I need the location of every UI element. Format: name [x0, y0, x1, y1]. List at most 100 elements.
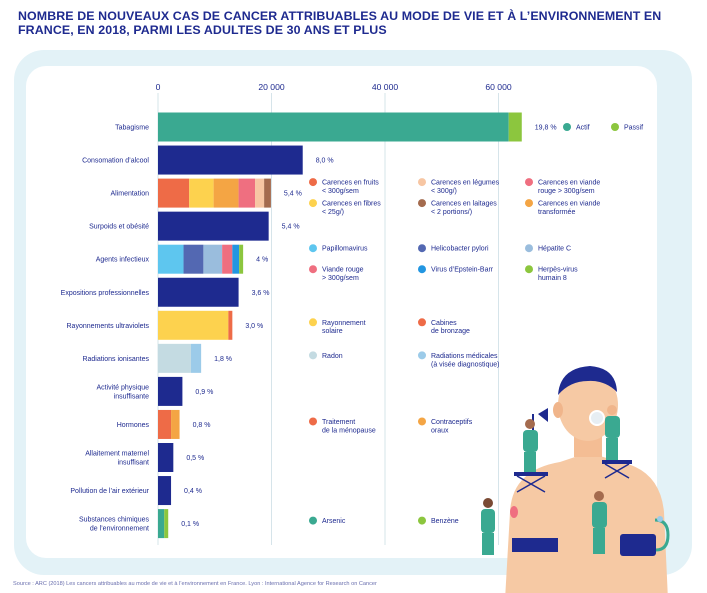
percent-label: 0,5 %: [186, 455, 204, 462]
doctor-2-legs: [606, 438, 618, 460]
legend-swatch: [418, 244, 426, 253]
legend-swatch: [309, 265, 317, 274]
legend-label: Radiations médicales (à visée diagnostiqu…: [431, 353, 500, 368]
legend-swatch: [418, 178, 426, 187]
platform-left: [514, 472, 548, 476]
stethoscope-head: [657, 516, 663, 522]
percent-label: 5,4 %: [284, 191, 302, 198]
legend-swatch: [418, 318, 426, 327]
bar-segment: [189, 178, 214, 208]
doctor-1-legs: [524, 452, 536, 472]
patient-box: [620, 534, 656, 556]
legend-swatch: [525, 265, 533, 274]
patient-shorts: [512, 538, 558, 552]
bar-segment: [255, 178, 265, 208]
bar-segment: [158, 476, 172, 506]
legend-label: Carences en viande rouge > 300g/sem: [538, 180, 600, 195]
legend-label: Cabines de bronzage: [431, 320, 470, 335]
platform-right-leg: [604, 463, 630, 479]
bar-segment: [158, 145, 303, 175]
bar-segment: [183, 244, 204, 274]
source-note: Source : ARC (2018) Les cancers attribua…: [13, 581, 377, 587]
category-label: Agents infectieux: [96, 257, 150, 264]
bar-segment: [203, 244, 223, 274]
chart-title: NOMBRE DE NOUVEAUX CAS DE CANCER ATTRIBU…: [18, 9, 662, 37]
legend-swatch: [309, 318, 317, 327]
bar-segment: [158, 244, 184, 274]
legends: Actif Passif Carences en fruits < 300g/sem C…: [309, 123, 643, 525]
category-label: Activité physique insuffisante: [96, 385, 149, 401]
doctors-illustration: [481, 366, 670, 593]
doctor-1-head: [525, 419, 535, 429]
x-axis-ticks: 0 20 000 40 000 60 000: [156, 82, 512, 92]
percent-label: 3,6 %: [252, 290, 270, 297]
percent-label: 0,8 %: [193, 422, 211, 429]
doctor-2-head: [607, 405, 617, 415]
legend-label: Actif: [576, 125, 590, 132]
percent-label: 8,0 %: [316, 158, 334, 165]
doctor-3-head: [483, 498, 493, 508]
patient-hair: [558, 366, 617, 395]
bars: [158, 112, 522, 539]
bar-segment: [158, 343, 191, 373]
bar-segment: [164, 509, 169, 539]
bar-segment: [222, 244, 233, 274]
x-tick-label: 20 000: [258, 82, 285, 92]
legend-label: Carences en laitages < 2 portions/): [431, 201, 497, 216]
bar-segment: [190, 343, 202, 373]
legend-swatch: [418, 199, 426, 208]
doctor-1-body: [523, 430, 538, 452]
bar-segment: [158, 277, 239, 307]
legend-label: Carences en fibres < 25g/): [322, 201, 381, 216]
patient-ear: [553, 402, 563, 418]
platform-left-leg: [516, 475, 546, 493]
platform-right: [602, 460, 632, 464]
bar-segment: [158, 509, 165, 539]
legend-label: Helicobacter pylori: [431, 246, 489, 253]
legend-label: Carences en fruits < 300g/sem: [322, 180, 379, 195]
doctor-3-legs: [482, 533, 494, 555]
category-label: Rayonnements ultraviolets: [67, 323, 150, 330]
legend-label: Carences en viande transformée: [538, 201, 600, 216]
bar-segment: [158, 409, 172, 439]
legend-swatch: [525, 199, 533, 208]
category-labels: Tabagisme Consomation d’alcool Alimentatio…: [61, 125, 150, 533]
bar-segment: [232, 244, 240, 274]
percent-label: 3,0 %: [245, 323, 263, 330]
category-label: Expositions professionnelles: [61, 290, 150, 297]
doctor-4-legs: [593, 528, 605, 554]
legend-label: Rayonnement solaire: [322, 320, 366, 335]
legend-swatch: [418, 417, 426, 426]
legend-swatch: [309, 244, 317, 253]
legend-label: Radon: [322, 353, 343, 360]
category-label: Hormones: [117, 422, 150, 429]
legend-label: Papillomavirus: [322, 246, 368, 253]
bar-segment: [264, 178, 271, 208]
percent-label: 0,1 %: [181, 521, 199, 528]
legend-swatch: [611, 123, 619, 131]
legend-swatch: [563, 123, 571, 131]
category-label: Tabagisme: [115, 125, 149, 132]
x-tick-label: 40 000: [372, 82, 399, 92]
percent-labels: 19,8 % 8,0 % 5,4 % 5,4 % 4 % 3,6 % 3,0 % 1,8 % 0…: [181, 125, 556, 529]
legend-label: Carences en légumes < 300g/): [431, 180, 500, 195]
legend-swatch: [418, 265, 426, 274]
legend-label: Arsenic: [322, 518, 346, 525]
percent-label: 19,8 %: [535, 125, 557, 132]
category-label: Radiations ionisantes: [82, 356, 149, 363]
legend-swatch: [309, 199, 317, 208]
percent-label: 1,8 %: [214, 356, 232, 363]
bar-segment: [158, 211, 269, 241]
bar-segment: [238, 178, 256, 208]
legend-swatch: [418, 351, 426, 360]
bar-segment: [239, 244, 244, 274]
legend-label: Benzène: [431, 518, 459, 525]
percent-label: 4 %: [256, 257, 268, 264]
legend-swatch: [525, 244, 533, 253]
lamp-head: [538, 408, 548, 422]
x-tick-label: 60 000: [485, 82, 512, 92]
legend-label: Herpès-virus humain 8: [538, 267, 578, 282]
percent-label: 5,4 %: [282, 224, 300, 231]
legend-label: Viande rouge > 300g/sem: [322, 267, 364, 282]
